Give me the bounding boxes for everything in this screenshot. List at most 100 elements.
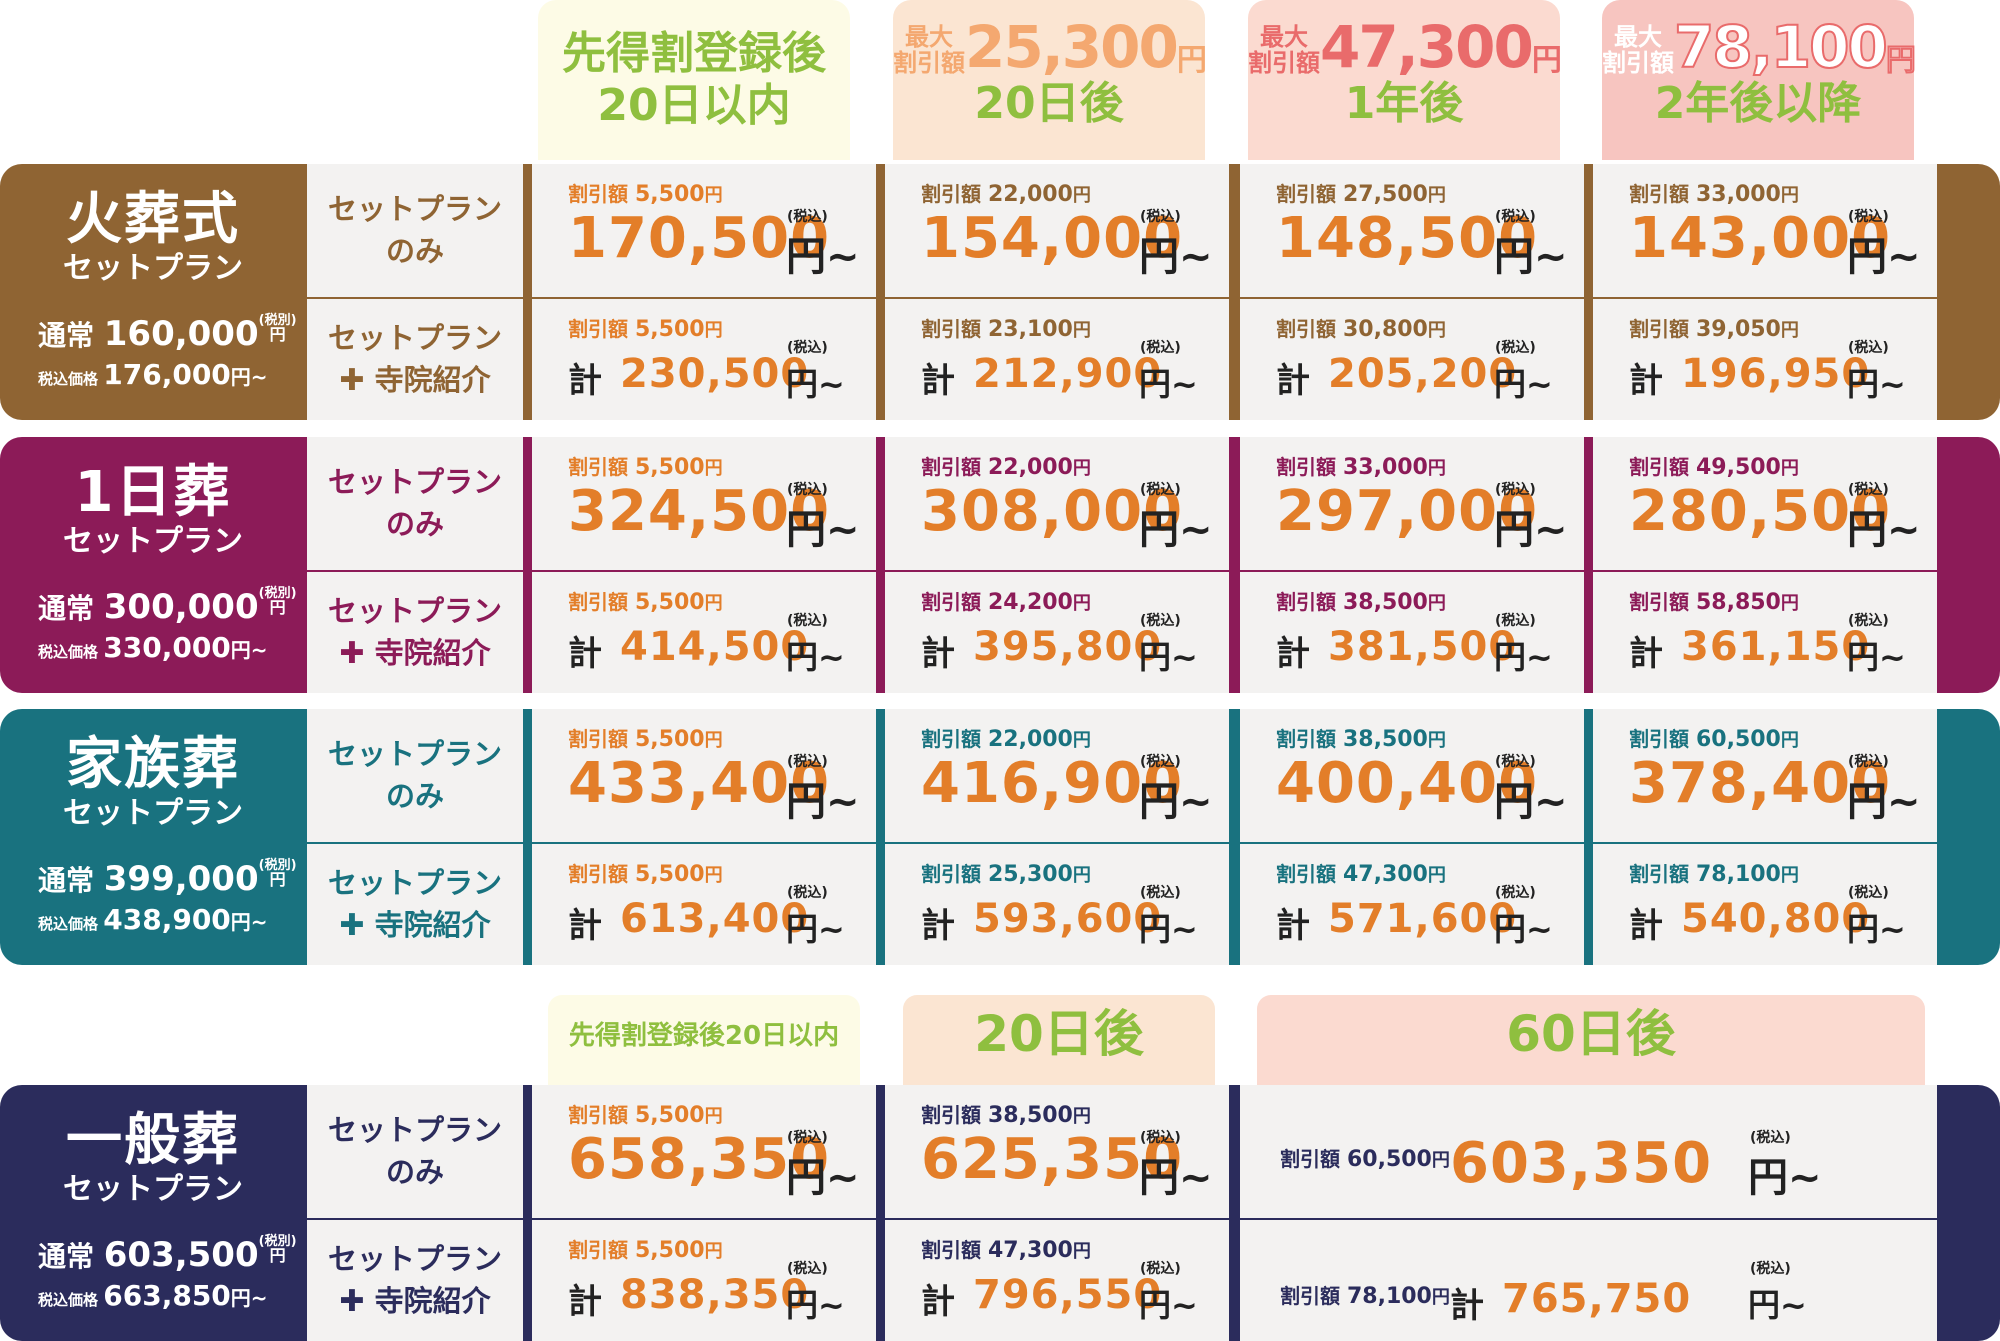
discount-line: 割引額 33,000円	[1629, 178, 1799, 207]
price-cell-only: 割引額 22,000円 154,000 (税込) 円~	[885, 164, 1229, 297]
discount-line: 割引額 5,500円	[568, 178, 723, 207]
normal-price-row: 通常 399,000(税別) 円	[0, 859, 306, 900]
discount-label: 割引額	[1276, 862, 1336, 886]
discount-amount: 5,500	[634, 590, 705, 615]
price-value: 613,400	[620, 896, 810, 942]
plan-title: 家族葬 セットプラン	[0, 737, 306, 829]
column-header-2: 最大 割引額25,300円 20日後	[893, 0, 1207, 160]
price-value: 593,600	[973, 896, 1163, 942]
price-value: 838,350	[620, 1272, 810, 1318]
yen-from: 円~	[1139, 1155, 1213, 1201]
yen-from: 円~	[1494, 507, 1568, 553]
discount-amount: 60,500	[1346, 1147, 1432, 1172]
tax-incl-note: (税込)	[787, 340, 828, 356]
yen-from: 円~	[1847, 638, 1906, 676]
plan-label-temple: セットプラン ✚ 寺院紹介	[307, 299, 523, 420]
discount-yen: 円	[1072, 593, 1091, 614]
yen-from: 円~	[786, 910, 845, 948]
tax-incl-label: 税込価格	[38, 370, 99, 388]
discount-label: 割引額	[568, 1103, 628, 1127]
discount-line: 割引額 22,000円	[921, 178, 1091, 207]
discount-amount: 33,000	[1342, 455, 1428, 480]
yen-from: 円~	[1748, 1286, 1807, 1324]
max-discount-amount: 25,300	[965, 13, 1179, 81]
discount-label: 割引額	[568, 455, 628, 479]
discount-yen: 円	[704, 865, 723, 886]
discount-amount: 30,800	[1342, 317, 1428, 342]
discount-amount: 25,300	[987, 862, 1073, 887]
normal-label: 通常	[38, 592, 95, 625]
discount-yen: 円	[1427, 458, 1446, 479]
tax-excl-label: (税別) 円	[259, 859, 297, 889]
price-value: 400,400	[1276, 751, 1539, 816]
price-value: 297,000	[1276, 479, 1539, 544]
plan-label-line1: セットプラン	[327, 737, 502, 771]
tax-incl-note: (税込)	[787, 1130, 828, 1146]
column-header-line2: 20日以内	[597, 80, 791, 131]
discount-yen: 円	[1072, 1106, 1091, 1127]
row-divider	[307, 297, 1947, 299]
yen-from: 円~	[1847, 234, 1921, 280]
discount-amount: 39,050	[1695, 317, 1781, 342]
discount-label: 割引額	[921, 727, 981, 751]
discount-line: 割引額 49,500円	[1629, 451, 1799, 480]
price-cell-only: 割引額 22,000円 416,900 (税込) 円~	[885, 709, 1229, 842]
plan-label-temple: セットプラン ✚ 寺院紹介	[307, 572, 523, 693]
discount-label: 割引額	[1276, 317, 1336, 341]
plan-label-temple: セットプラン ✚ 寺院紹介	[307, 844, 523, 965]
discount-amount: 38,500	[1342, 590, 1428, 615]
row-divider	[307, 842, 1947, 844]
tax-incl-note: (税込)	[1848, 613, 1889, 629]
total-label: 計	[1276, 361, 1310, 401]
discount-amount: 38,500	[987, 1103, 1073, 1128]
tax-excl-text: (税別)	[258, 1234, 297, 1249]
total-label: 計	[568, 361, 602, 401]
discount-line: 割引額 5,500円	[568, 1234, 723, 1263]
price-cell-temple: 割引額 24,200円計 395,800 (税込) 円~	[885, 572, 1229, 693]
price-value: 212,900	[973, 351, 1163, 397]
discount-label: 割引額	[1276, 590, 1336, 614]
price-cell-only: 割引額 27,500円 148,500 (税込) 円~	[1240, 164, 1584, 297]
column-header-4: 最大 割引額78,100円 2年後以降	[1602, 0, 1916, 160]
tax-excl-yen: 円	[269, 598, 286, 617]
discount-line: 割引額 38,500円	[1276, 723, 1446, 752]
discount-label: 割引額	[921, 455, 981, 479]
discount-line: 割引額 60,500円	[1629, 723, 1799, 752]
plus-icon: ✚	[339, 636, 365, 671]
plan-label-temple: セットプラン ✚ 寺院紹介	[307, 1220, 523, 1341]
plan-name: 火葬式	[66, 187, 240, 252]
plan-sub: セットプラン	[63, 524, 243, 559]
tax-incl-note: (税込)	[1848, 340, 1889, 356]
price-value: 308,000	[921, 479, 1184, 544]
tax-incl-note: (税込)	[1848, 754, 1889, 770]
plus-icon: ✚	[339, 1284, 365, 1319]
total-label: 計	[921, 1282, 955, 1322]
column-period: 1年後	[1344, 78, 1464, 129]
discount-line: 割引額 22,000円	[921, 723, 1091, 752]
discount-amount: 33,000	[1695, 182, 1781, 207]
plan-base-price: 通常 399,000(税別) 円税込価格 438,900円~	[0, 859, 306, 937]
yen-from: 円~	[1139, 1286, 1198, 1324]
discount-amount: 60,500	[1695, 727, 1781, 752]
yen-from: 円~	[1494, 638, 1553, 676]
discount-yen: 円	[1427, 593, 1446, 614]
normal-price-row: 通常 300,000(税別) 円	[0, 587, 306, 628]
price-value: 395,800	[973, 624, 1163, 670]
discount-line: 割引額 22,000円	[921, 451, 1091, 480]
discount-label: 割引額	[568, 590, 628, 614]
tax-incl-price: 330,000	[103, 631, 231, 664]
discount-yen: 円	[1780, 185, 1799, 206]
max-discount-line: 最大 割引額47,300円	[1248, 18, 1562, 76]
tax-incl-note: (税込)	[787, 1261, 828, 1277]
discount-amount: 47,300	[1342, 862, 1428, 887]
tax-incl-note: (税込)	[787, 482, 828, 498]
price-value: 143,000	[1629, 206, 1892, 271]
discount-label: 割引額	[921, 182, 981, 206]
tax-incl-note: (税込)	[787, 613, 828, 629]
price-cell-only: 割引額 60,500円 603,350 (税込) 円~	[1240, 1085, 1937, 1218]
tax-incl-suffix: 円~	[230, 365, 268, 389]
yen-from: 円~	[786, 779, 860, 825]
price-cell-temple: 割引額 78,100円計 540,800 (税込) 円~	[1593, 844, 1937, 965]
discount-amount: 5,500	[634, 1103, 705, 1128]
discount-amount: 27,500	[1342, 182, 1428, 207]
